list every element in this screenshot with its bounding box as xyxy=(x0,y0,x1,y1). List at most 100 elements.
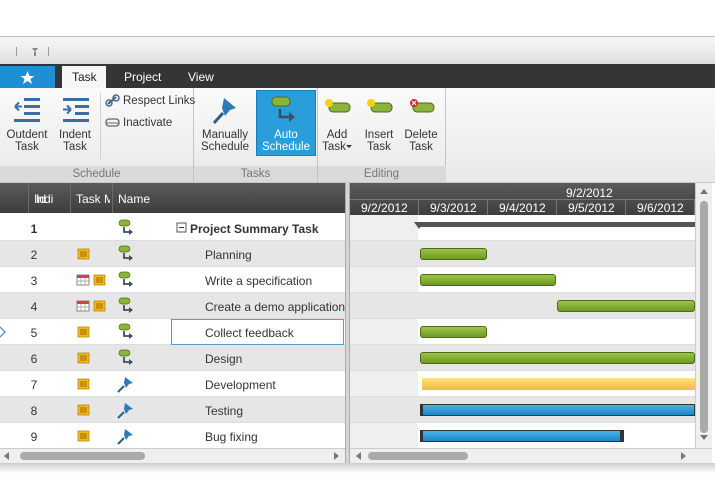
task-bar[interactable] xyxy=(420,326,487,338)
button-label[interactable]: Insert xyxy=(364,129,394,141)
button-label[interactable]: Outdent xyxy=(6,129,48,141)
timescale-divider xyxy=(487,200,488,215)
task-name[interactable]: Planning xyxy=(205,248,252,262)
task-name[interactable]: Write a specification xyxy=(205,274,313,288)
quick-access-icons xyxy=(16,47,49,56)
timescale-date: 9/3/2012 xyxy=(430,201,477,215)
column-header[interactable]: Id xyxy=(35,192,46,206)
task-id: 5 xyxy=(30,326,38,340)
task-mode-icon xyxy=(116,375,136,393)
button-label[interactable]: Task xyxy=(63,141,87,153)
task-name[interactable]: Testing xyxy=(205,404,244,418)
timescale-date: 9/5/2012 xyxy=(568,201,615,215)
indicator-icon xyxy=(74,401,94,419)
insert-task-icon xyxy=(367,99,393,113)
indicator-icon xyxy=(74,349,94,367)
horizontal-scrollbar[interactable] xyxy=(0,448,345,463)
task-id: 7 xyxy=(30,378,38,392)
nonworking-day xyxy=(350,267,418,292)
vertical-scrollbar[interactable] xyxy=(695,183,712,448)
grid-row[interactable] xyxy=(0,215,345,241)
task-id: 6 xyxy=(30,352,38,366)
column-divider xyxy=(70,183,71,213)
tab-label[interactable]: Project xyxy=(124,70,162,84)
indicator-icon xyxy=(90,297,110,315)
group-label: Tasks xyxy=(240,168,271,180)
column-divider xyxy=(28,183,29,213)
column-header[interactable]: Task Mo xyxy=(76,192,110,206)
grid-row[interactable] xyxy=(0,371,345,397)
button-label[interactable]: Schedule xyxy=(262,141,310,153)
grid-row[interactable] xyxy=(0,267,345,293)
task-bar-in-progress[interactable] xyxy=(422,378,695,390)
task-id: 1 xyxy=(30,222,38,236)
group-separator xyxy=(193,88,194,182)
horizontal-scrollbar[interactable] xyxy=(350,448,712,463)
task-bar[interactable] xyxy=(420,274,556,286)
group-label: Schedule xyxy=(72,168,121,180)
task-mode-icon xyxy=(116,297,136,315)
indicator-icon xyxy=(74,271,94,289)
tab-selected[interactable] xyxy=(62,66,106,89)
task-mode-icon xyxy=(116,349,136,367)
task-name[interactable]: Development xyxy=(205,378,276,392)
button-label[interactable]: Schedule xyxy=(201,141,249,153)
button-label[interactable]: Task xyxy=(322,141,346,153)
group-label-strip xyxy=(0,166,446,182)
task-mode-icon xyxy=(116,323,136,341)
title-bar xyxy=(0,36,715,64)
indicator-icon xyxy=(90,271,110,289)
indicator-icon xyxy=(74,323,94,341)
button-label[interactable]: Auto xyxy=(274,129,298,141)
gantt-chart: 9/2/2012 9/2/2012 9/3/2012 9/4/2012 9/5/201… xyxy=(350,183,695,448)
auto-icon xyxy=(271,96,295,122)
column-header[interactable]: Name xyxy=(118,192,151,206)
pin-icon xyxy=(212,98,236,125)
timescale-divider xyxy=(418,200,419,215)
task-bar[interactable] xyxy=(557,300,695,312)
summary-start xyxy=(413,220,433,238)
button-label[interactable]: Indent xyxy=(59,129,91,141)
tab-label[interactable]: View xyxy=(188,70,214,84)
task-name[interactable]: Collect feedback xyxy=(205,326,294,340)
nonworking-day xyxy=(350,319,418,344)
summary-bar xyxy=(418,222,695,227)
task-name[interactable]: Design xyxy=(205,352,243,366)
task-bar[interactable] xyxy=(420,248,487,260)
task-name[interactable]: Bug fixing xyxy=(205,430,258,444)
button-label[interactable]: Delete xyxy=(404,129,438,141)
grid-row[interactable] xyxy=(0,397,345,423)
timescale-divider xyxy=(350,199,695,200)
task-id: 8 xyxy=(30,404,38,418)
splitter[interactable] xyxy=(345,183,350,463)
grid-row[interactable] xyxy=(0,345,345,371)
button-label[interactable]: Manually xyxy=(201,129,249,141)
task-bar[interactable] xyxy=(420,430,624,442)
task-bar[interactable] xyxy=(420,352,695,364)
button-label[interactable]: Add xyxy=(326,129,348,141)
grid-row[interactable] xyxy=(0,293,345,319)
button-label[interactable]: Task xyxy=(15,141,39,153)
timescale-divider xyxy=(556,200,557,215)
app-menu-button[interactable] xyxy=(0,66,55,88)
grid-row[interactable] xyxy=(0,241,345,267)
indicator-icon xyxy=(74,375,94,393)
button-label[interactable]: Respect Links xyxy=(123,95,196,107)
task-name[interactable]: Create a demo application xyxy=(205,300,345,314)
task-bar[interactable] xyxy=(420,404,695,416)
button-label[interactable]: Inactivate xyxy=(123,117,173,129)
indicator-icon xyxy=(74,427,94,445)
task-name[interactable]: Project Summary Task xyxy=(190,222,319,236)
tab-label[interactable]: Task xyxy=(72,70,97,84)
collapse-toggle xyxy=(175,220,195,238)
column-header[interactable]: Indi xyxy=(34,192,54,206)
button-label[interactable]: Task xyxy=(367,141,391,153)
task-id: 4 xyxy=(30,300,38,314)
button-label[interactable]: Task xyxy=(409,141,433,153)
timescale-date: 9/2/2012 xyxy=(361,201,408,215)
dropdown-arrow xyxy=(346,145,352,148)
grid-row[interactable] xyxy=(0,423,345,448)
task-id: 3 xyxy=(30,274,38,288)
